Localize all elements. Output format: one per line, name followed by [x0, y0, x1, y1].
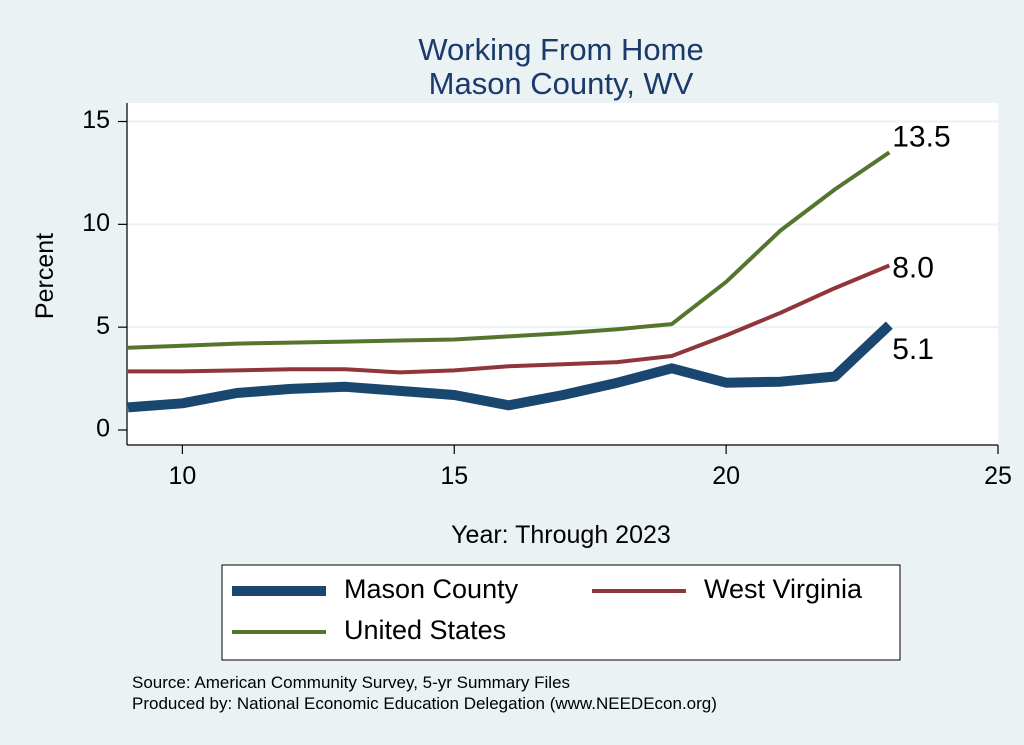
x-tick-label: 10 [168, 462, 196, 490]
x-tick-label: 20 [712, 462, 740, 490]
x-ticks: 10 15 20 25 [168, 445, 1012, 490]
end-label-united-states: 13.5 [892, 120, 950, 153]
end-labels: 5.1 8.0 13.5 [892, 120, 950, 366]
legend-label: United States [344, 615, 506, 645]
series-lines [127, 150, 893, 413]
y-tick-label: 0 [96, 415, 110, 443]
y-tick-label: 10 [82, 209, 110, 237]
y-tick-label: 5 [96, 312, 110, 340]
end-label-mason-county: 5.1 [892, 333, 934, 366]
y-tick-label: 15 [82, 106, 110, 134]
legend-label: Mason County [344, 574, 519, 604]
x-axis-title: Year: Through 2023 [451, 521, 671, 549]
y-ticks: 0 5 10 15 [82, 106, 127, 443]
gridlines [128, 120, 998, 329]
x-tick-label: 25 [984, 462, 1012, 490]
chart-title-line-1: Working From Home [418, 32, 703, 67]
source-note: Source: American Community Survey, 5-yr … [132, 673, 570, 692]
legend-box [221, 564, 901, 661]
producer-note: Produced by: National Economic Education… [132, 694, 717, 713]
chart-title-line-2: Mason County, WV [429, 66, 694, 101]
series-line-west-virginia [128, 263, 891, 375]
series-line-mason-county [127, 321, 893, 413]
y-axis-title: Percent [31, 233, 59, 319]
series-line-united-states [127, 150, 891, 350]
legend-label: West Virginia [704, 574, 863, 604]
x-tick-label: 15 [440, 462, 468, 490]
end-label-west-virginia: 8.0 [892, 251, 934, 284]
legend: Mason County West Virginia United States [232, 574, 863, 645]
